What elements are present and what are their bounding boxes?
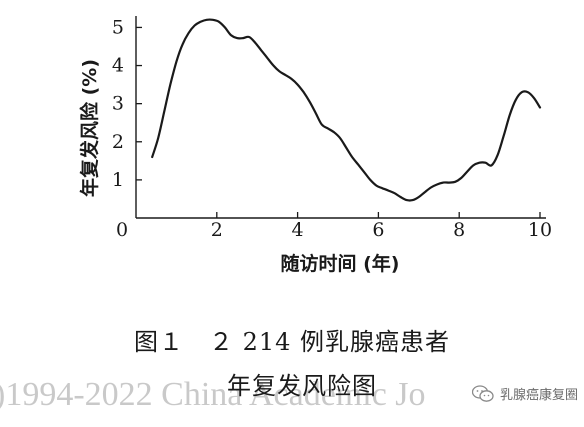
wechat-account-name: 乳腺癌康复圈 bbox=[499, 388, 578, 403]
caption-line-1: 图１ ２ 214 例乳腺癌患者 bbox=[133, 328, 451, 356]
x-tick-label: 4 bbox=[292, 219, 304, 241]
x-tick-label: 8 bbox=[453, 219, 465, 241]
caption-line-2: 年复发风险图 bbox=[227, 372, 377, 400]
series-line bbox=[151, 18, 542, 202]
y-tick-label: 1 bbox=[112, 169, 124, 191]
figure-caption: 图１ ２ 214 例乳腺癌患者 年复发风险图 bbox=[0, 320, 584, 408]
line-chart: 1 2 3 4 5 0 2 4 6 8 10 年复发风险 (%) 随访时间 (年) bbox=[78, 16, 552, 275]
x-ticks: 0 2 4 6 8 10 bbox=[116, 212, 552, 241]
y-tick-label: 4 bbox=[112, 55, 124, 77]
y-tick-label: 2 bbox=[112, 131, 124, 153]
x-tick-label: 6 bbox=[372, 219, 384, 241]
x-tick-label: 10 bbox=[528, 219, 552, 241]
watermark-text: )1994-2022 China Academic Jo bbox=[0, 376, 426, 413]
wechat-watermark: 乳腺癌康复圈 bbox=[471, 384, 578, 403]
x-axis-title: 随访时间 (年) bbox=[281, 252, 400, 275]
y-tick-label: 5 bbox=[112, 16, 124, 38]
y-tick-label: 3 bbox=[112, 93, 124, 115]
y-ticks: 1 2 3 4 5 bbox=[112, 16, 142, 191]
x-tick-label: 0 bbox=[116, 219, 128, 241]
chart-axes bbox=[135, 16, 546, 219]
wechat-icon bbox=[471, 384, 494, 403]
x-tick-label: 2 bbox=[211, 219, 223, 241]
y-axis-title: 年复发风险 (%) bbox=[78, 59, 101, 197]
